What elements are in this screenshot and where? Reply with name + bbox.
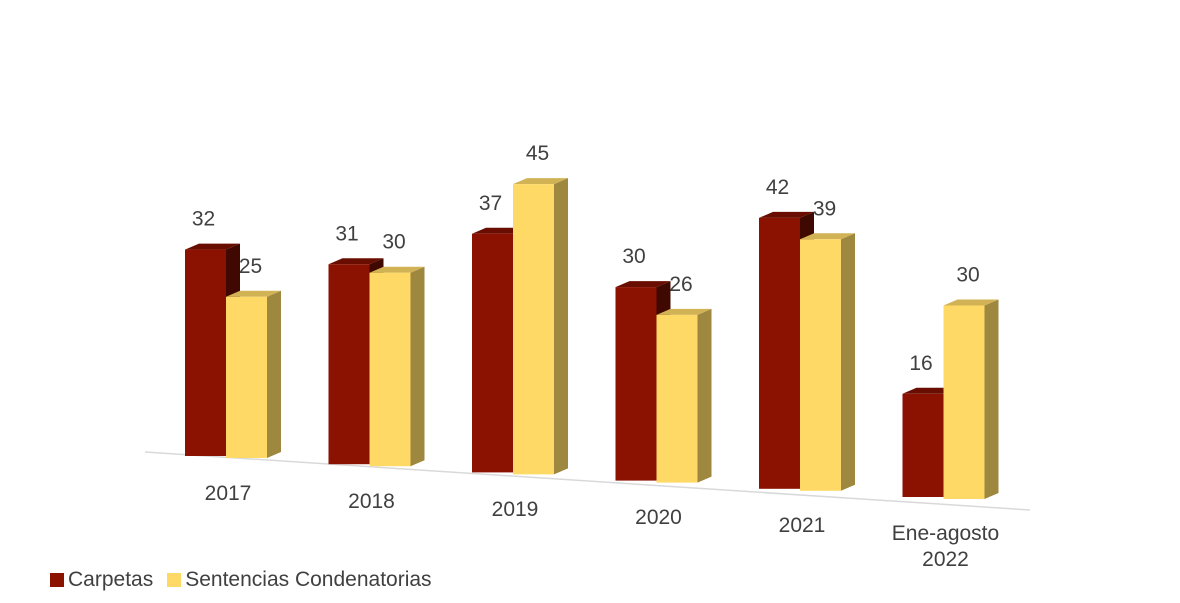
- bar-sentencias-condenatorias-2020: [656, 308, 712, 483]
- data-label-sentencias-condenatorias-2017: 25: [239, 255, 262, 278]
- floor-line: [144, 451, 1031, 511]
- legend-label-sentencias: Sentencias Condenatorias: [185, 568, 432, 591]
- category-label-ene-agosto-2022-line-1: Ene-agosto: [892, 522, 999, 545]
- data-label-sentencias-condenatorias-ene-agosto-2022: 30: [956, 264, 979, 287]
- data-label-sentencias-condenatorias-2021: 39: [813, 197, 836, 220]
- category-label-2018: 2018: [348, 490, 395, 513]
- bar-sentencias-condenatorias-2017: [226, 290, 281, 458]
- bar-sentencias-condenatorias-ene-agosto-2022: [943, 299, 999, 499]
- data-label-carpetas-2018: 31: [335, 222, 358, 245]
- data-label-carpetas-ene-agosto-2022: 16: [909, 352, 932, 375]
- category-label-2020: 2020: [635, 506, 682, 529]
- legend-item-sentencias: Sentencias Condenatorias: [167, 568, 432, 592]
- legend-label-carpetas: Carpetas: [68, 568, 154, 591]
- data-label-sentencias-condenatorias-2018: 30: [382, 231, 405, 254]
- legend: Carpetas Sentencias Condenatorias: [50, 568, 446, 592]
- legend-swatch-sentencias: [167, 573, 182, 587]
- data-label-carpetas-2020: 30: [622, 245, 645, 268]
- data-label-carpetas-2019: 37: [479, 192, 502, 215]
- category-label-2021: 2021: [779, 514, 826, 537]
- bar-sentencias-condenatorias-2018: [369, 266, 425, 467]
- data-label-sentencias-condenatorias-2019: 45: [526, 142, 549, 165]
- data-label-carpetas-2017: 32: [192, 208, 215, 231]
- bar-sentencias-condenatorias-2019: [513, 178, 568, 475]
- data-label-carpetas-2021: 42: [766, 176, 789, 199]
- data-label-sentencias-condenatorias-2020: 26: [669, 273, 692, 296]
- legend-item-carpetas: Carpetas: [50, 568, 153, 592]
- category-label-2019: 2019: [492, 498, 539, 521]
- category-label-ene-agosto-2022-line-2: 2022: [922, 548, 969, 571]
- bar-sentencias-condenatorias-2021: [800, 233, 855, 491]
- category-label-2017: 2017: [205, 482, 252, 505]
- legend-swatch-carpetas: [50, 573, 64, 587]
